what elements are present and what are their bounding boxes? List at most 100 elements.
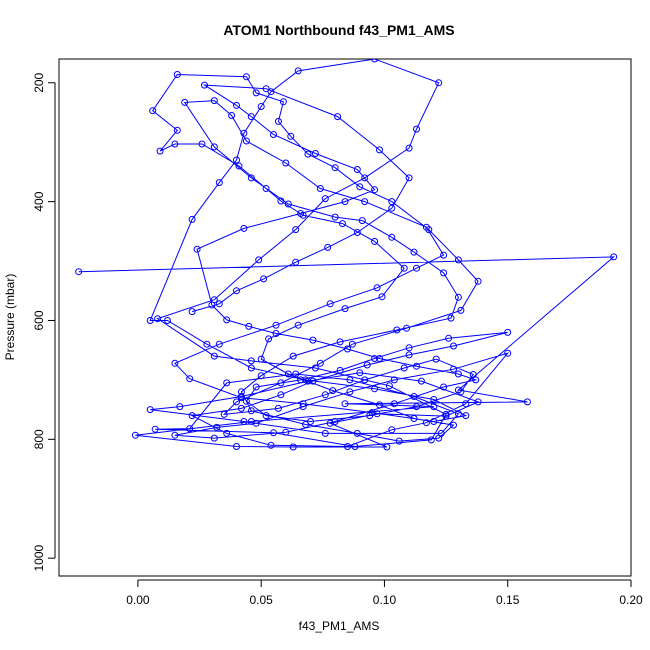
data-point — [267, 441, 275, 449]
data-point — [247, 174, 255, 182]
data-point — [302, 376, 310, 384]
data-point — [348, 340, 356, 348]
data-point — [405, 144, 413, 152]
data-point — [186, 425, 194, 433]
data-point — [252, 419, 260, 427]
data-point — [223, 429, 231, 437]
data-point — [237, 388, 245, 396]
data-point — [390, 400, 398, 408]
data-point — [297, 210, 305, 217]
data-point — [257, 372, 265, 380]
data-point — [210, 143, 218, 151]
data-point — [430, 418, 438, 425]
data-point — [215, 179, 223, 187]
data-point — [257, 355, 265, 363]
data-point — [435, 79, 443, 87]
plot-area — [75, 59, 618, 451]
data-point — [270, 429, 277, 437]
data-point — [351, 443, 359, 450]
data-point — [422, 223, 430, 231]
data-point — [297, 376, 305, 384]
data-point — [304, 150, 312, 158]
data-point — [450, 342, 457, 350]
data-point — [331, 213, 339, 221]
data-point — [358, 217, 366, 225]
data-point — [393, 326, 401, 334]
y-tick-label: 600 — [32, 310, 46, 330]
data-point — [363, 361, 371, 369]
data-point — [346, 376, 354, 384]
data-point — [245, 322, 253, 330]
data-point — [450, 365, 457, 373]
data-point — [440, 269, 448, 277]
data-point — [287, 132, 295, 140]
y-tick-label: 800 — [32, 429, 46, 449]
data-point — [188, 215, 196, 223]
data-point — [413, 264, 420, 272]
x-tick-label: 0.20 — [619, 593, 643, 607]
data-point — [341, 305, 349, 313]
data-point — [425, 226, 433, 234]
data-point — [344, 443, 351, 450]
data-point — [376, 146, 383, 154]
data-point — [388, 204, 396, 212]
data-point — [255, 256, 263, 264]
y-axis: 200 400 600 800 1000 — [32, 72, 56, 572]
x-tick-label: 0.05 — [249, 593, 273, 607]
data-point — [378, 293, 386, 301]
data-point — [294, 67, 302, 75]
data-point — [413, 362, 420, 370]
data-point — [341, 400, 349, 408]
data-point — [331, 164, 339, 172]
data-point — [146, 406, 154, 414]
data-point — [215, 340, 223, 348]
data-point — [164, 317, 171, 324]
data-point — [233, 156, 240, 164]
data-point — [353, 166, 361, 173]
data-point — [252, 383, 260, 391]
data-point — [462, 400, 470, 408]
data-point — [210, 97, 218, 105]
data-point — [213, 423, 221, 431]
data-point — [356, 369, 364, 377]
data-point — [410, 415, 418, 422]
data-point — [173, 71, 181, 78]
data-point — [405, 174, 413, 182]
data-point — [279, 98, 287, 106]
data-point — [405, 351, 413, 359]
data-point — [346, 388, 354, 396]
data-point — [361, 174, 369, 182]
data-point — [454, 256, 462, 264]
data-point — [247, 357, 255, 365]
data-point — [405, 344, 413, 352]
chart-title: ATOM1 Northbound f43_PM1_AMS — [223, 22, 454, 38]
data-point — [385, 382, 393, 390]
data-point — [75, 268, 83, 276]
data-point — [237, 404, 245, 412]
data-point — [284, 370, 292, 378]
data-point — [316, 359, 324, 367]
y-tick-label: 400 — [32, 191, 46, 211]
data-point — [450, 421, 457, 429]
data-point — [474, 277, 482, 285]
data-point — [242, 73, 250, 81]
data-point — [413, 125, 420, 133]
data-point — [252, 89, 260, 97]
data-point — [242, 137, 250, 145]
data-point — [504, 349, 512, 357]
data-point — [292, 370, 300, 378]
data-point — [435, 434, 443, 442]
data-point — [432, 355, 440, 363]
plot-frame — [58, 58, 632, 577]
data-point — [417, 377, 425, 385]
data-point — [299, 400, 307, 408]
data-point — [376, 401, 383, 409]
data-point — [371, 355, 379, 362]
data-point — [262, 85, 270, 93]
data-point — [376, 355, 383, 362]
data-point — [344, 345, 351, 353]
data-point — [383, 443, 391, 451]
data-point — [341, 198, 349, 206]
data-point — [361, 198, 369, 206]
